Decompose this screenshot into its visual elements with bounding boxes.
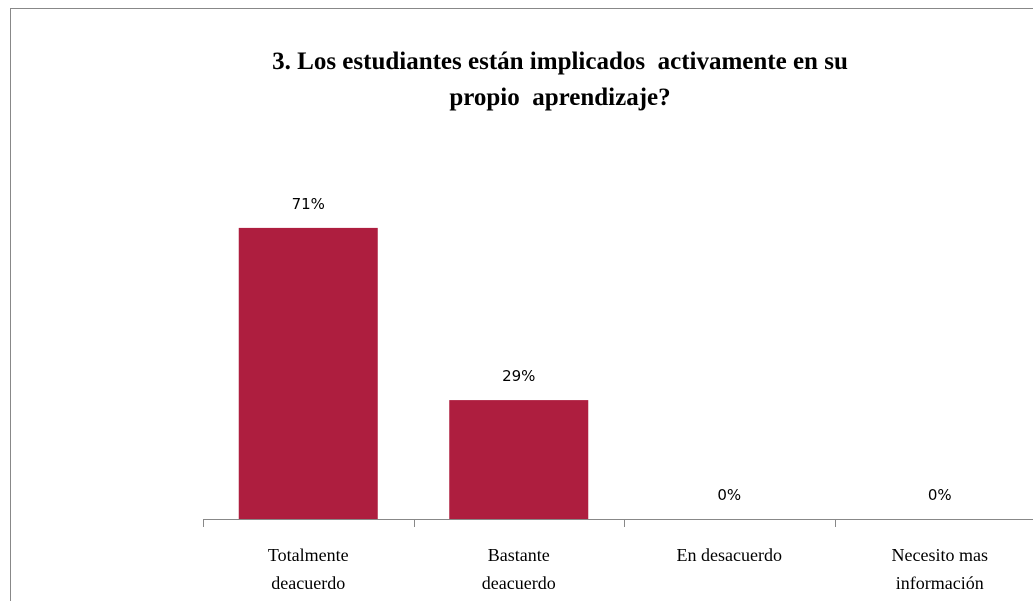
x-tick-label: Bastante deacuerdo <box>481 545 556 593</box>
bar <box>238 227 378 519</box>
bar <box>449 400 589 519</box>
x-tick-label: En desacuerdo <box>676 545 782 565</box>
data-label: 71% <box>291 194 325 213</box>
x-tick-label: Necesito mas información <box>891 545 988 593</box>
chart-title: 3. Los estudiantes están implicados acti… <box>272 48 848 111</box>
x-tick-label: Totalmente deacuerdo <box>267 545 349 593</box>
data-label: 29% <box>502 367 536 386</box>
chart-border <box>10 8 1033 601</box>
data-label: 0% <box>927 486 952 504</box>
data-label: 0% <box>717 486 742 504</box>
